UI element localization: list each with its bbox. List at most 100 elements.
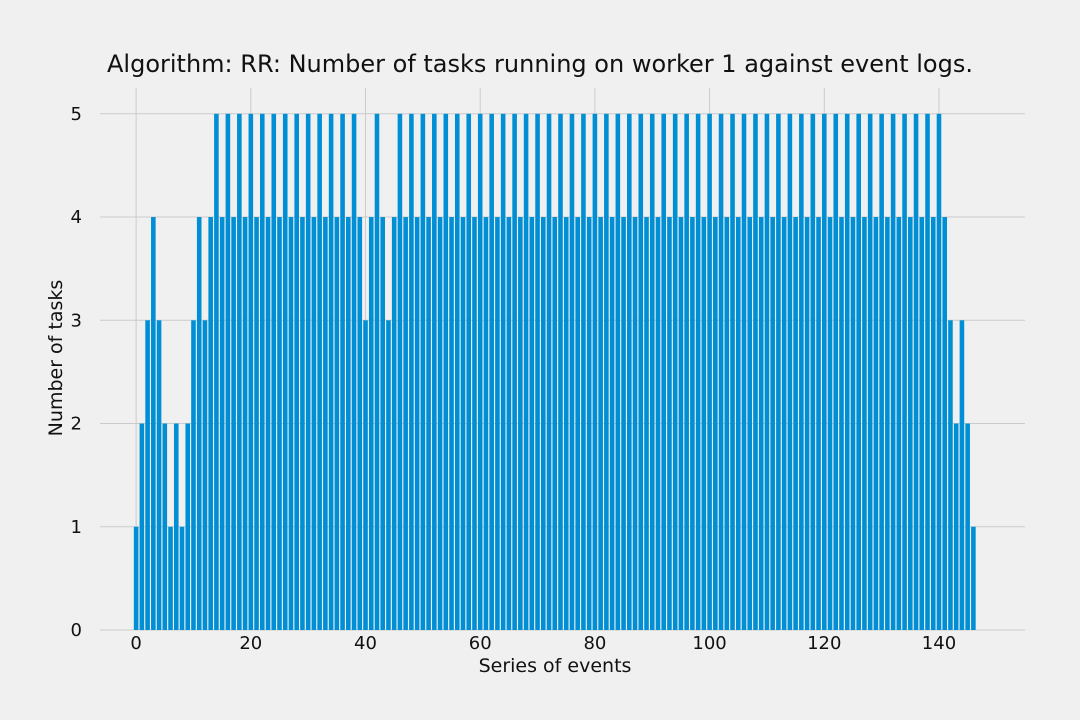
bar	[328, 113, 334, 631]
y-tick-label: 5	[71, 104, 82, 125]
bar	[305, 113, 311, 631]
bar	[414, 217, 420, 631]
bar	[489, 113, 494, 631]
bar	[294, 113, 299, 631]
bar	[512, 113, 517, 631]
bar	[948, 320, 953, 630]
bar	[317, 113, 322, 631]
bar	[908, 217, 913, 631]
bar	[460, 217, 466, 631]
bar	[552, 217, 558, 631]
bar	[839, 217, 844, 631]
bar	[701, 217, 707, 631]
bar	[804, 217, 810, 631]
bars	[133, 113, 976, 631]
bar	[598, 217, 603, 631]
bar	[971, 526, 976, 630]
bar	[231, 217, 236, 631]
bar	[254, 217, 259, 631]
bar	[592, 113, 598, 631]
bar	[518, 217, 523, 631]
bar	[672, 113, 678, 631]
bar	[959, 320, 965, 630]
x-tick-label: 0	[130, 633, 141, 654]
bar	[695, 113, 701, 631]
bar	[730, 113, 735, 631]
bar	[202, 320, 208, 630]
bar	[919, 217, 925, 631]
bar	[242, 217, 248, 631]
bar	[930, 217, 936, 631]
bar	[386, 320, 391, 630]
bar	[454, 113, 460, 631]
bar	[145, 320, 150, 630]
y-axis-label: Number of tasks	[45, 280, 67, 437]
bar	[323, 217, 328, 631]
x-tick-label: 80	[583, 633, 606, 654]
x-tick-label: 40	[354, 633, 377, 654]
bar	[655, 217, 661, 631]
bar	[472, 217, 477, 631]
bar	[133, 526, 139, 630]
bar	[827, 217, 833, 631]
bar	[873, 217, 879, 631]
bar	[879, 113, 884, 631]
bar	[529, 217, 535, 631]
bar	[185, 423, 191, 630]
bar	[856, 113, 861, 631]
bar	[575, 217, 580, 631]
bar	[833, 113, 839, 631]
bar	[151, 217, 156, 631]
x-tick-label: 100	[692, 633, 726, 654]
bar	[426, 217, 431, 631]
bar	[271, 113, 277, 631]
bar	[844, 113, 850, 631]
bar	[661, 113, 667, 631]
bar	[196, 217, 202, 631]
bar	[311, 217, 317, 631]
bar	[357, 217, 363, 631]
bar	[449, 217, 454, 631]
bar	[850, 217, 856, 631]
bar	[690, 217, 695, 631]
bar	[225, 113, 231, 631]
bar	[632, 217, 638, 631]
bar	[495, 217, 500, 631]
bar	[913, 113, 919, 631]
bar	[214, 113, 219, 631]
bar	[707, 113, 712, 631]
bar	[368, 217, 374, 631]
bar	[191, 320, 196, 630]
bar	[535, 113, 540, 631]
bar	[965, 423, 970, 630]
bar	[862, 217, 867, 631]
bar	[764, 113, 770, 631]
bar	[466, 113, 472, 631]
bar	[753, 113, 758, 631]
bar	[380, 217, 386, 631]
bar	[713, 217, 718, 631]
bar	[758, 217, 764, 631]
bar	[162, 423, 168, 630]
bar	[776, 113, 781, 631]
x-tick-label: 120	[807, 633, 841, 654]
bar	[787, 113, 793, 631]
bar	[627, 113, 632, 631]
bar	[300, 217, 305, 631]
y-tick-label: 1	[71, 517, 82, 538]
bar	[540, 217, 546, 631]
bar	[747, 217, 753, 631]
bar	[735, 217, 741, 631]
bar	[546, 113, 552, 631]
bar	[208, 217, 213, 631]
bar	[821, 113, 827, 631]
bar	[340, 113, 345, 631]
bar	[793, 217, 798, 631]
bar	[615, 113, 621, 631]
bar	[925, 113, 930, 631]
bar	[799, 113, 804, 631]
bar	[409, 113, 414, 631]
bar	[477, 113, 483, 631]
bar	[334, 217, 340, 631]
